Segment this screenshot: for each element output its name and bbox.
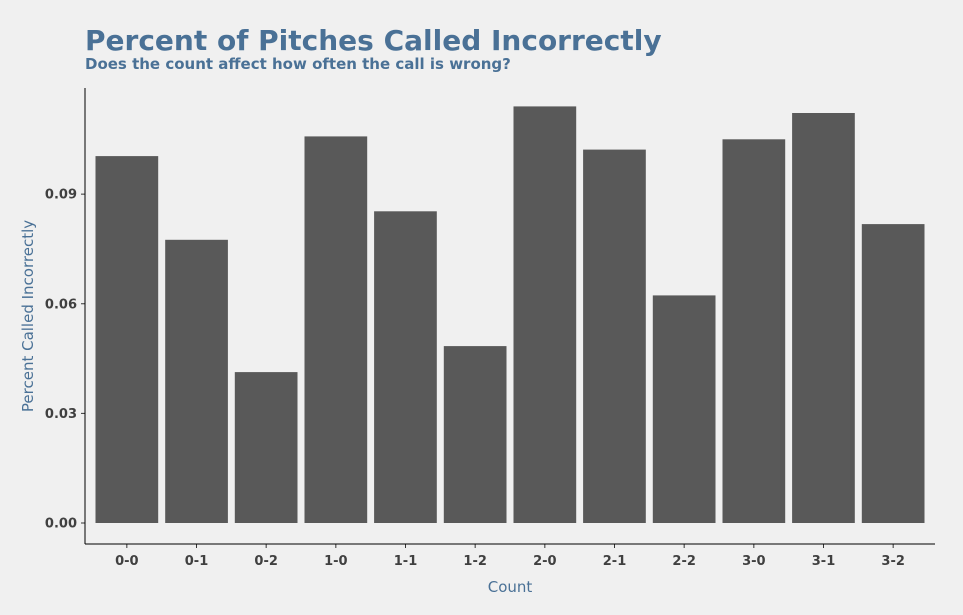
- x-axis-title: Count: [488, 578, 533, 596]
- x-tick-label: 1-0: [324, 554, 348, 569]
- chart-title: Percent of Pitches Called Incorrectly: [85, 24, 662, 57]
- bar-1-2: [443, 346, 507, 523]
- x-tick-label: 1-1: [394, 554, 418, 569]
- x-tick-label: 0-1: [185, 554, 209, 569]
- bar-2-1: [583, 149, 646, 523]
- x-tick-label: 0-0: [115, 554, 139, 569]
- y-tick-label: 0.09: [45, 188, 77, 203]
- bars-group: [95, 106, 925, 524]
- bar-2-2: [652, 295, 716, 523]
- bar-3-0: [722, 139, 786, 524]
- bar-1-0: [304, 136, 368, 523]
- bar-3-2: [861, 224, 925, 523]
- x-tick-label: 2-1: [603, 554, 627, 569]
- x-axis-ticks: 0-0 0-1 0-2 1-0 1-1 1-2 2-0 2-1 2-2 3-0 3-1 3-2: [115, 544, 905, 569]
- y-tick-label: 0.00: [45, 517, 77, 532]
- chart-subtitle: Does the count affect how often the call…: [85, 55, 511, 73]
- bar-0-1: [165, 239, 228, 524]
- bar-1-1: [374, 211, 437, 524]
- bar-3-1: [792, 113, 855, 523]
- bar-0-0: [95, 156, 159, 523]
- x-tick-label: 3-1: [812, 554, 836, 569]
- x-tick-label: 0-2: [254, 554, 278, 569]
- bar-2-0: [513, 106, 577, 524]
- bar-0-2: [234, 372, 298, 523]
- x-tick-label: 1-2: [463, 554, 487, 569]
- y-axis-title: Percent Called Incorrectly: [19, 220, 37, 412]
- y-axis-ticks: 0.00 0.03 0.06 0.09: [45, 188, 85, 532]
- y-tick-label: 0.03: [45, 407, 77, 422]
- x-tick-label: 2-2: [672, 554, 696, 569]
- x-tick-label: 3-2: [881, 554, 905, 569]
- x-tick-label: 2-0: [533, 554, 557, 569]
- x-tick-label: 3-0: [742, 554, 766, 569]
- y-tick-label: 0.06: [45, 297, 77, 312]
